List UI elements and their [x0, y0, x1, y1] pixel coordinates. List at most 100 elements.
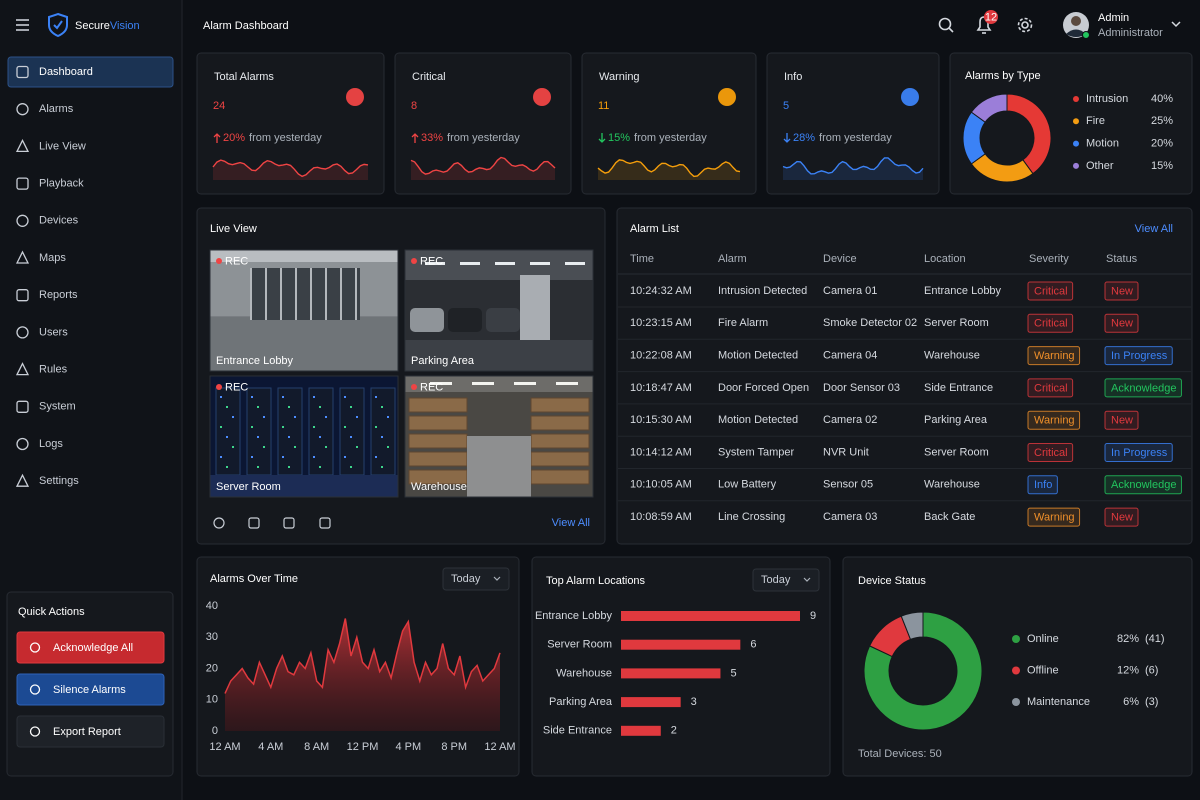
nav-item[interactable]: [8, 243, 173, 273]
scene-led: [350, 466, 352, 468]
stat-icon: [901, 88, 919, 106]
nav-label: Rules: [39, 364, 68, 376]
scene-floor: [467, 436, 531, 497]
stat-change: 33%: [421, 132, 443, 144]
nav-item[interactable]: [8, 317, 173, 347]
nav-label: Settings: [39, 475, 79, 487]
nav-item[interactable]: [8, 429, 173, 459]
nav-label: Playback: [39, 178, 84, 190]
rec-label: REC: [225, 381, 248, 393]
badge-text: New: [1111, 415, 1133, 427]
view-all-link[interactable]: View All: [552, 517, 590, 529]
rec-label: REC: [420, 255, 443, 267]
live-view-tool[interactable]: [213, 517, 225, 529]
nav-item[interactable]: [8, 206, 173, 236]
nav-item[interactable]: [8, 131, 173, 161]
stat-label: Total Alarms: [214, 71, 274, 83]
scene-light: [430, 382, 452, 385]
table-cell: NVR Unit: [823, 446, 869, 458]
nav-item[interactable]: [8, 355, 173, 385]
sparkline-fill: [213, 160, 368, 180]
nav-item[interactable]: [8, 169, 173, 199]
camera-tile[interactable]: [210, 250, 398, 371]
stat-change: 20%: [223, 132, 245, 144]
logo-check: [53, 20, 63, 30]
legend-swatch: [1073, 96, 1079, 102]
nav-icon: [15, 473, 30, 487]
y-tick-label: 40: [206, 600, 218, 612]
chart-footnote: Total Devices: 50: [858, 748, 942, 760]
settings-button[interactable]: [1017, 17, 1033, 33]
scene-led: [381, 436, 383, 438]
legend-swatch: [1012, 666, 1020, 675]
brand: SecureVision: [75, 20, 140, 32]
scene-led: [257, 406, 259, 408]
view-all-link[interactable]: View All: [1135, 223, 1173, 235]
sparkline: [782, 157, 924, 175]
y-tick-label: 30: [206, 631, 218, 643]
scene-box: [530, 415, 590, 431]
column-header: Severity: [1029, 253, 1069, 265]
live-view-tool[interactable]: [248, 517, 260, 529]
quick-action-button[interactable]: [16, 631, 165, 664]
filter-dropdown[interactable]: [442, 567, 510, 591]
chart-title: Alarms by Type: [965, 70, 1041, 82]
status-badge: [1104, 281, 1139, 301]
scene-car: [448, 308, 482, 332]
column-header: Location: [924, 253, 966, 265]
scene-floor: [210, 475, 398, 497]
scene-led: [356, 416, 358, 418]
rec-dot: [216, 258, 222, 264]
legend-label: Online: [1027, 633, 1059, 645]
nav-icon: [15, 362, 30, 376]
scene-led: [381, 406, 383, 408]
user-menu-toggle[interactable]: [1171, 21, 1181, 28]
page-title: Alarm Dashboard: [203, 20, 289, 32]
scene-car: [410, 308, 444, 332]
camera-tile[interactable]: [405, 376, 593, 497]
scene-rack: [277, 387, 303, 476]
scene-mullion: [295, 268, 297, 320]
scene-light: [556, 382, 578, 385]
y-tick-label: 10: [206, 694, 218, 706]
stat-note: from yesterday: [819, 132, 892, 144]
search-button[interactable]: [938, 17, 954, 33]
scene-box: [530, 451, 590, 467]
scene-led: [319, 436, 321, 438]
sparkline: [212, 159, 369, 178]
menu-button[interactable]: [16, 19, 29, 31]
table-cell: Line Crossing: [718, 511, 785, 523]
tile-border: [209, 375, 399, 498]
badge-text: Warning: [1034, 512, 1075, 524]
live-view-tool[interactable]: [319, 517, 331, 529]
scene-light: [530, 262, 550, 265]
nav-item[interactable]: [8, 466, 173, 496]
nav-item[interactable]: [8, 280, 173, 310]
notification-badge: [984, 10, 998, 24]
nav-icon: [16, 214, 29, 227]
quick-action-button[interactable]: [16, 673, 165, 706]
camera-tile[interactable]: [405, 250, 593, 371]
filter-dropdown[interactable]: [752, 568, 820, 592]
bar-value: 3: [691, 696, 697, 708]
nav-item[interactable]: [8, 392, 173, 422]
badge-text: Critical: [1034, 285, 1068, 297]
scene-rack: [308, 387, 334, 476]
stat-card: [581, 52, 757, 195]
scene-rack: [246, 387, 272, 476]
camera-tile[interactable]: [210, 376, 398, 497]
legend-value: 40%: [1151, 93, 1173, 105]
nav-item[interactable]: [8, 94, 173, 124]
table-cell: Motion Detected: [718, 350, 798, 362]
scene-led: [381, 466, 383, 468]
table-cell: Sensor 05: [823, 479, 873, 491]
scene-led: [257, 466, 259, 468]
logo: [48, 12, 68, 38]
badge-text: New: [1111, 512, 1133, 524]
live-view-tool[interactable]: [283, 517, 295, 529]
quick-action-button[interactable]: [16, 715, 165, 748]
bar: [621, 697, 681, 708]
chart-title: Top Alarm Locations: [546, 575, 646, 587]
sparkline-fill: [783, 157, 923, 180]
notification-count: 12: [985, 11, 997, 23]
